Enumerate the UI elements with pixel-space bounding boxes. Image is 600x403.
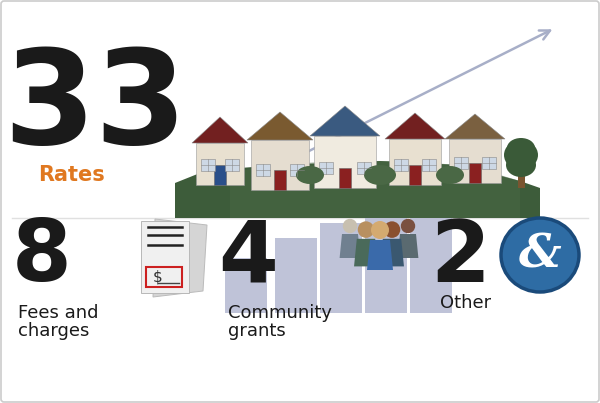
- Bar: [454, 157, 468, 169]
- Bar: [518, 160, 525, 188]
- Text: charges: charges: [18, 322, 89, 340]
- Polygon shape: [141, 221, 189, 293]
- Polygon shape: [354, 239, 378, 266]
- Bar: [409, 165, 421, 185]
- Text: grants: grants: [228, 322, 286, 340]
- Polygon shape: [398, 234, 418, 258]
- Circle shape: [371, 221, 389, 239]
- Circle shape: [384, 221, 400, 238]
- Bar: [339, 168, 351, 188]
- Bar: [449, 139, 501, 183]
- Circle shape: [401, 219, 415, 233]
- Text: 4: 4: [218, 216, 278, 299]
- Bar: [320, 223, 362, 313]
- Polygon shape: [380, 239, 404, 266]
- Bar: [469, 163, 481, 183]
- Ellipse shape: [436, 166, 464, 184]
- Polygon shape: [445, 114, 505, 139]
- Text: 33: 33: [3, 44, 187, 172]
- Bar: [357, 162, 371, 174]
- Polygon shape: [247, 112, 313, 140]
- Bar: [314, 136, 376, 188]
- Polygon shape: [385, 113, 445, 139]
- Bar: [422, 159, 436, 171]
- Bar: [275, 238, 317, 313]
- Bar: [410, 183, 452, 313]
- Bar: [389, 139, 441, 185]
- Text: Rates: Rates: [38, 165, 105, 185]
- Polygon shape: [175, 161, 540, 218]
- Text: Other: Other: [440, 294, 491, 312]
- Polygon shape: [230, 161, 520, 218]
- Bar: [319, 162, 333, 174]
- Bar: [225, 159, 239, 171]
- Text: Community: Community: [228, 304, 332, 322]
- Ellipse shape: [296, 166, 324, 184]
- Bar: [482, 157, 496, 169]
- Bar: [290, 164, 304, 176]
- Bar: [196, 143, 244, 185]
- Polygon shape: [340, 234, 361, 258]
- Polygon shape: [367, 240, 393, 270]
- Bar: [394, 159, 408, 171]
- Bar: [201, 159, 215, 171]
- Ellipse shape: [507, 138, 535, 158]
- Circle shape: [358, 221, 374, 238]
- Ellipse shape: [501, 218, 579, 292]
- Circle shape: [343, 219, 357, 233]
- Ellipse shape: [506, 153, 536, 177]
- Ellipse shape: [504, 140, 538, 170]
- Polygon shape: [310, 106, 380, 136]
- Bar: [225, 258, 267, 313]
- Bar: [146, 267, 182, 287]
- Text: $: $: [153, 270, 163, 285]
- Text: 2: 2: [430, 216, 490, 299]
- Text: &: &: [518, 232, 562, 278]
- Bar: [274, 170, 286, 190]
- Bar: [365, 208, 407, 313]
- Polygon shape: [192, 117, 248, 143]
- Bar: [214, 165, 226, 185]
- Text: 8: 8: [12, 216, 72, 299]
- Bar: [251, 140, 309, 190]
- Text: Fees and: Fees and: [18, 304, 98, 322]
- Ellipse shape: [364, 165, 396, 185]
- Bar: [256, 164, 270, 176]
- Polygon shape: [153, 219, 207, 297]
